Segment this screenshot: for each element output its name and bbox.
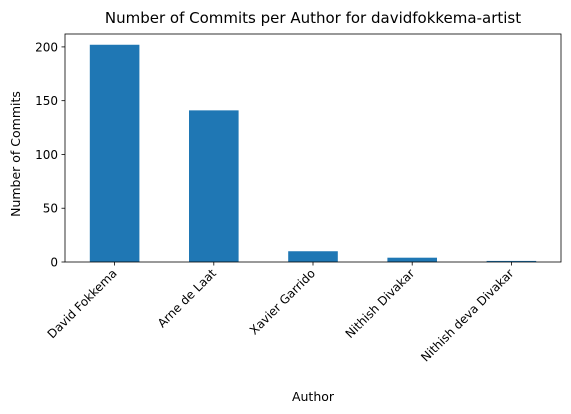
x-tick-label: Nithish deva Divakar	[418, 266, 516, 364]
x-tick-label: Xavier Garrido	[247, 266, 318, 337]
y-tick-label: 0	[50, 256, 58, 270]
x-tick-label: David Fokkema	[45, 266, 120, 341]
bar	[89, 44, 140, 263]
y-tick-label: 50	[43, 202, 58, 216]
y-axis-label: Number of Commits	[8, 91, 23, 217]
bar	[288, 251, 338, 262]
chart-title: Number of Commits per Author for davidfo…	[105, 9, 521, 27]
bar	[387, 257, 437, 262]
y-tick-label: 150	[35, 94, 58, 108]
plot-area: 0 50 100 150 200 David Fokkema Arne de Laat Xav…	[35, 33, 562, 364]
x-axis-label: Author	[292, 389, 335, 404]
x-tick-label: Arne de Laat	[155, 266, 219, 330]
y-tick-label: 200	[35, 40, 58, 54]
x-tick-label: Nithish Divakar	[343, 266, 418, 341]
y-tick-label: 100	[35, 148, 58, 162]
bar	[486, 260, 537, 262]
bar	[189, 110, 239, 262]
